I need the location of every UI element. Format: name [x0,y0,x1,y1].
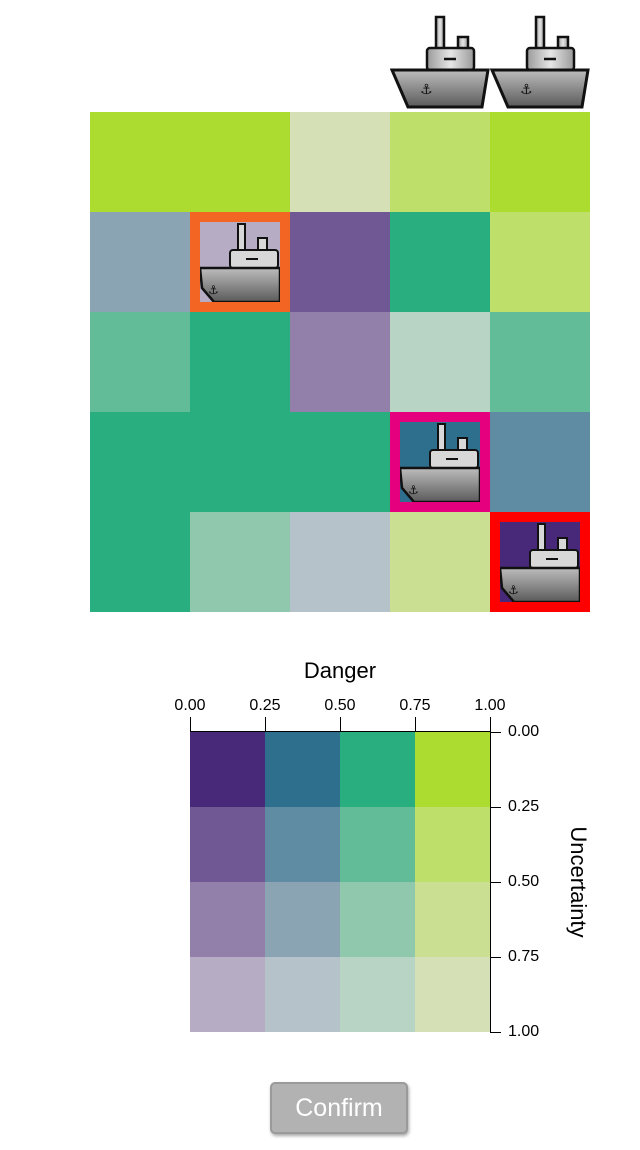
grid-cell[interactable] [90,312,190,412]
grid-cell[interactable] [290,112,390,212]
grid-cell[interactable] [390,112,490,212]
grid-cell[interactable] [190,412,290,512]
legend-x-tick [414,717,416,731]
grid-cell[interactable] [490,312,590,412]
grid-cell[interactable] [90,512,190,612]
legend-swatch [340,807,415,882]
legend-y-tick-label: 1.00 [508,1023,540,1040]
grid-cell[interactable] [190,112,290,212]
legend-y-tick [491,881,501,883]
ship-icon: ⚓ [200,222,280,302]
legend-swatch [265,882,340,957]
grid-cell[interactable] [90,412,190,512]
grid-cell[interactable] [390,312,490,412]
legend-swatch [265,732,340,807]
legend-swatch [190,732,265,807]
grid-cell[interactable] [490,212,590,312]
grid-cell[interactable] [290,212,390,312]
grid-cell-ship[interactable]: ⚓ [390,412,490,512]
svg-text:⚓: ⚓ [508,583,519,597]
grid-cell[interactable] [290,412,390,512]
grid-cell[interactable] [190,512,290,612]
legend-x-tick [489,717,491,731]
legend-swatch [190,882,265,957]
ship-icon: ⚓ [400,422,480,502]
legend-x-tick-label: 0.50 [324,697,356,714]
legend-swatch [190,957,265,1032]
grid-cell[interactable] [490,412,590,512]
legend-x-tick-label: 1.00 [474,697,506,714]
legend-x-tick-label: 0.00 [174,697,206,714]
ship-icon: ⚓ [500,522,580,602]
legend-x-axis [190,731,491,732]
legend-swatch [265,957,340,1032]
svg-text:⚓: ⚓ [408,483,419,497]
grid-cell-ship[interactable]: ⚓ [190,212,290,312]
legend-y-tick [491,806,501,808]
grid-cell[interactable] [90,212,190,312]
legend-title: Danger [303,658,377,683]
legend-y-axis-label: Uncertainty [566,826,591,938]
legend-swatch [415,732,490,807]
queued-ship[interactable]: ⚓ [389,12,490,112]
legend-y-tick-label: 0.50 [508,873,540,890]
legend-color-grid [190,732,490,1032]
legend-swatch [340,732,415,807]
grid-cell-ship[interactable]: ⚓ [490,512,590,612]
legend-y-tick [491,956,501,958]
legend-y-tick [491,1031,501,1033]
legend-y-tick-label: 0.25 [508,798,540,815]
legend-y-tick-label: 0.00 [508,723,540,740]
queued-ship[interactable]: ⚓ [489,12,590,112]
legend-x-tick-label: 0.25 [249,697,281,714]
map-grid: ⚓ ⚓ ⚓ [90,112,590,612]
grid-cell[interactable] [390,212,490,312]
legend-x-tick [189,717,191,731]
ship-icon: ⚓ [489,15,590,109]
legend-x-tick [339,717,341,731]
legend-x-tick-label: 0.75 [399,697,431,714]
grid-cell[interactable] [190,312,290,412]
svg-text:⚓: ⚓ [420,82,433,98]
legend-swatch [340,882,415,957]
legend-swatch [415,807,490,882]
legend-x-tick [264,717,266,731]
grid-cell[interactable] [290,312,390,412]
legend-swatch [415,957,490,1032]
svg-text:⚓: ⚓ [520,82,533,98]
grid-cell[interactable] [90,112,190,212]
grid-cell[interactable] [290,512,390,612]
grid-cell[interactable] [390,512,490,612]
ship-icon: ⚓ [389,15,490,109]
legend-swatch [265,807,340,882]
legend-y-tick [491,731,501,733]
confirm-button[interactable]: Confirm [270,1082,408,1134]
grid-cell[interactable] [490,112,590,212]
legend-swatch [190,807,265,882]
svg-text:⚓: ⚓ [208,283,219,297]
legend-swatch [415,882,490,957]
legend-swatch [340,957,415,1032]
legend-y-tick-label: 0.75 [508,948,540,965]
legend-y-axis [490,732,491,1033]
